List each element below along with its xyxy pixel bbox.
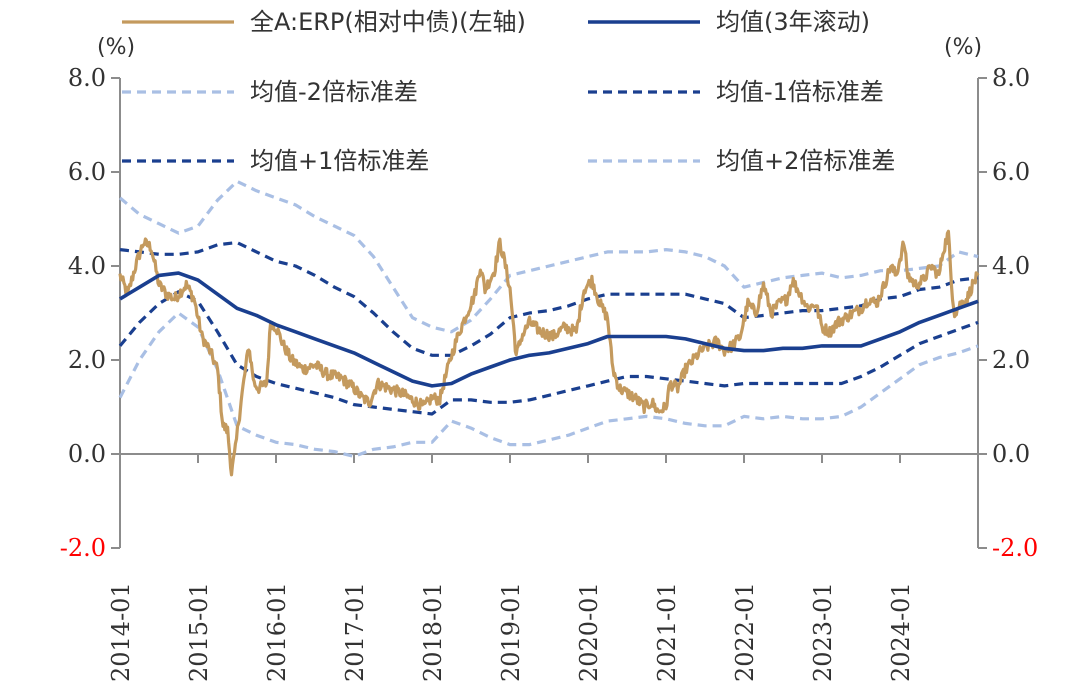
legend-label-mean: 均值(3年滚动): [716, 8, 870, 36]
legend-label-plus1: 均值+1倍标准差: [250, 147, 429, 175]
left-axis-unit: (%): [97, 35, 135, 60]
x-tick-label: 2024-01: [887, 582, 915, 682]
x-tick-label: 2016-01: [263, 582, 291, 682]
x-tick-label: 2023-01: [809, 582, 837, 682]
x-tick-label: 2021-01: [653, 582, 681, 682]
x-tick-label: 2018-01: [419, 582, 447, 682]
right-y-tick-label: 4.0: [992, 252, 1030, 280]
left-y-tick-label: 8.0: [68, 64, 106, 92]
legend-label-erp: 全A:ERP(相对中债)(左轴): [250, 8, 526, 36]
right-y-tick-label: 0.0: [992, 440, 1030, 468]
right-axis-unit: (%): [944, 35, 982, 60]
x-tick-label: 2014-01: [107, 582, 135, 682]
series-line-mean: [119, 271, 979, 388]
series-line-plus1: [119, 240, 979, 357]
series-line-minus2: [118, 311, 979, 458]
x-tick-label: 2020-01: [575, 582, 603, 682]
x-tick-label: 2022-01: [731, 582, 759, 682]
series-line-minus1: [118, 290, 979, 416]
series-line-plus2: [118, 179, 979, 334]
x-tick-label: 2017-01: [341, 582, 369, 682]
left-y-tick-label: 4.0: [68, 252, 106, 280]
x-tick-label: 2015-01: [185, 582, 213, 682]
right-y-tick-label: 8.0: [992, 64, 1030, 92]
left-y-tick-label: 0.0: [68, 440, 106, 468]
left-y-tick-label: 2.0: [68, 346, 106, 374]
chart-legend: 全A:ERP(相对中债)(左轴) 均值(3年滚动) 均值-2倍标准差 均值-1倍标准差…: [122, 8, 895, 175]
chart-series-lines: [118, 179, 980, 477]
chart-axes: 8.0 8.06.0 6.04.0 4.02.0 2.00.0 0.0-2.0 -2.020…: [60, 64, 1039, 682]
legend-label-minus2: 均值-2倍标准差: [250, 78, 418, 106]
right-y-tick-label: -2.0: [992, 534, 1038, 562]
right-y-tick-label: 6.0: [992, 158, 1030, 186]
left-y-tick-label: -2.0: [60, 534, 106, 562]
right-y-tick-label: 2.0: [992, 346, 1030, 374]
legend-label-plus2: 均值+2倍标准差: [716, 147, 895, 175]
x-tick-label: 2019-01: [497, 582, 525, 682]
left-y-tick-label: 6.0: [68, 158, 106, 186]
legend-label-minus1: 均值-1倍标准差: [716, 78, 884, 106]
series-line-erp: [118, 229, 980, 477]
